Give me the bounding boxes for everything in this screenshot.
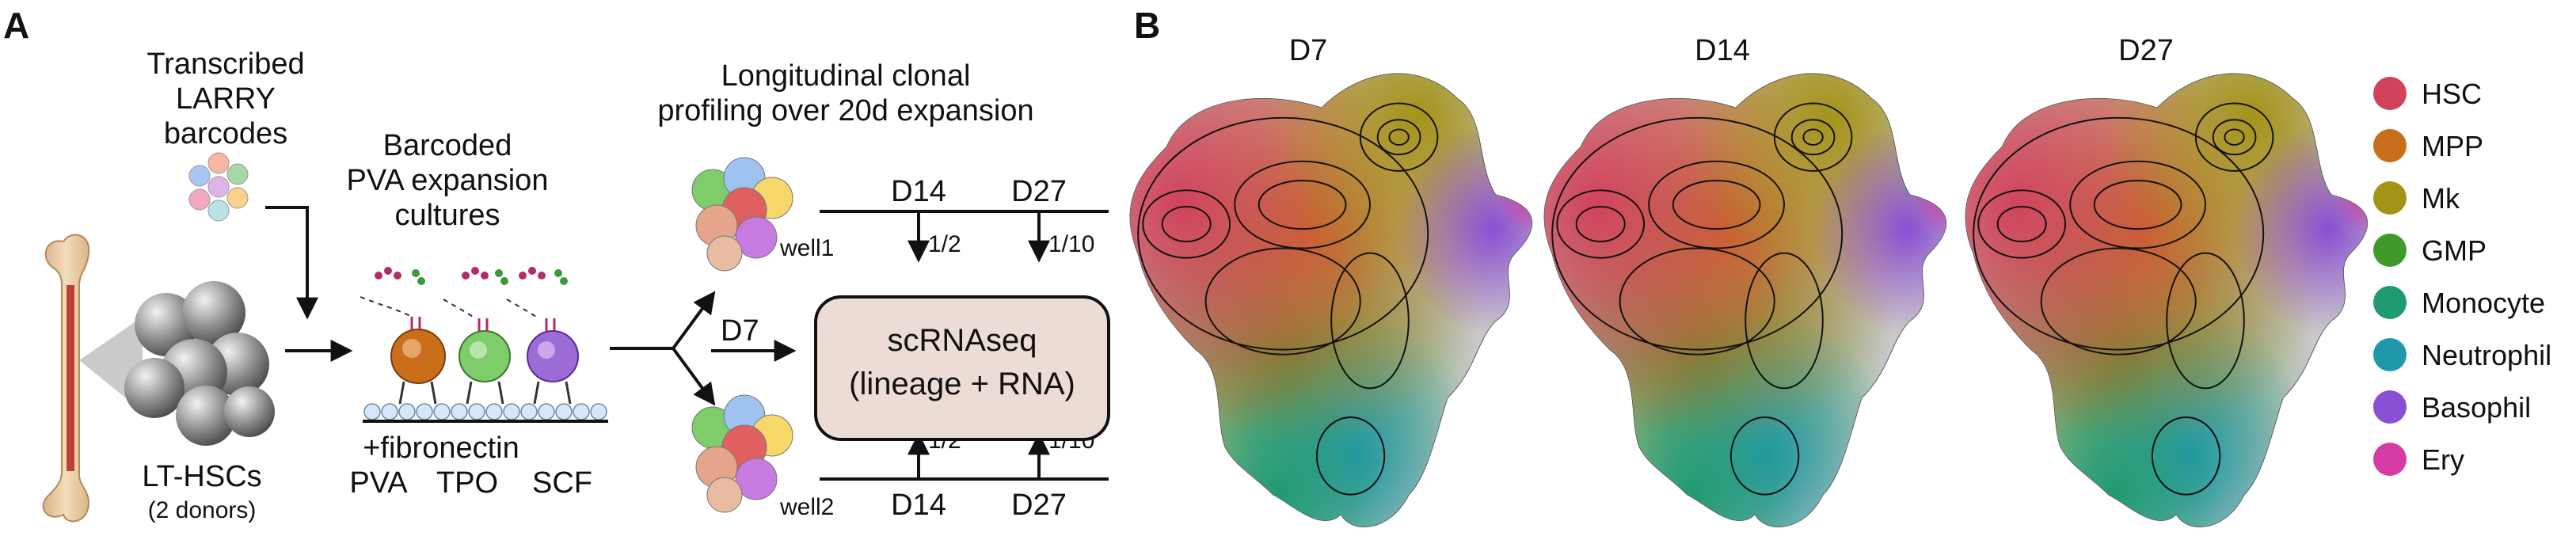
legend-label-mk: Mk <box>2422 182 2460 215</box>
fraction-tenth-top: 1/10 <box>1048 231 1094 257</box>
factor-pva: PVA <box>349 466 408 500</box>
scrnaseq-box <box>814 295 1110 441</box>
legend-swatch-monocyte <box>2373 286 2407 319</box>
legend-label-hsc: HSC <box>2422 78 2482 110</box>
legend-label-monocyte: Monocyte <box>2422 287 2545 319</box>
hsc-donors: (2 donors) <box>148 497 257 523</box>
well2-cluster-icon <box>691 394 793 513</box>
larry-title-line1: Transcribed <box>146 48 304 81</box>
umap-d7 <box>1119 60 1544 540</box>
pva-title-line1: Barcoded <box>383 129 512 162</box>
larry-arrow <box>265 206 318 320</box>
umap-d27 <box>1954 60 2380 540</box>
legend-label-neutrophil: Neutrophil <box>2422 339 2551 371</box>
longitudinal-title-line1: Longitudinal clonal <box>721 59 971 93</box>
fibronectin-label: +fibronectin <box>363 432 519 465</box>
legend-label-gmp: GMP <box>2422 234 2487 267</box>
legend-label-ery: Ery <box>2422 443 2464 476</box>
d14-top-label: D14 <box>891 175 946 208</box>
legend-swatch-mpp <box>2373 129 2407 162</box>
d27-top-label: D27 <box>1011 175 1067 208</box>
d7-label: D7 <box>721 314 759 348</box>
panel-label-b: B <box>1134 5 1160 46</box>
legend-label-basophil: Basophil <box>2422 391 2531 424</box>
scrnaseq-subtitle: (lineage + RNA) <box>849 367 1075 401</box>
larry-title-line2: LARRY <box>176 82 276 116</box>
legend-swatch-gmp <box>2373 234 2407 267</box>
d14-bottom-label: D14 <box>891 489 946 522</box>
pva-title-line3: cultures <box>394 199 500 232</box>
well1-cluster-icon <box>691 157 793 272</box>
well2-label: well2 <box>779 494 834 520</box>
culture-illustration <box>360 267 608 423</box>
larry-virus-cluster-icon <box>188 152 249 222</box>
longitudinal-title-line2: profiling over 20d expansion <box>657 94 1033 127</box>
hsc-label: LT-HSCs <box>142 460 261 493</box>
factor-scf: SCF <box>532 466 592 500</box>
legend-swatch-neutrophil <box>2373 338 2407 371</box>
umap-title-d14: D14 <box>1695 34 1750 67</box>
cell-type-legend: HSC MPP Mk GMP Monocyte Neutrophil Basophil Ery <box>2373 77 2551 476</box>
umap-title-d7: D7 <box>1289 34 1328 67</box>
top-sampling-lines <box>820 210 1109 263</box>
umap-d14 <box>1533 60 1958 540</box>
pva-title-line2: PVA expansion <box>347 164 549 197</box>
legend-swatch-ery <box>2373 443 2407 476</box>
legend-swatch-hsc <box>2373 77 2407 110</box>
legend-swatch-basophil <box>2373 390 2407 424</box>
d27-bottom-label: D27 <box>1011 489 1067 522</box>
factor-tpo: TPO <box>436 466 498 500</box>
larry-title-line3: barcodes <box>164 117 287 150</box>
umap-title-d27: D27 <box>2118 34 2174 67</box>
hsc-cluster-icon <box>124 281 275 446</box>
panel-label-a: A <box>3 5 29 46</box>
fraction-half-top: 1/2 <box>928 231 961 257</box>
split-arrows <box>610 291 716 406</box>
legend-swatch-mk <box>2373 181 2407 215</box>
femur-bone-icon <box>42 234 90 523</box>
well1-label: well1 <box>779 235 834 261</box>
legend-label-mpp: MPP <box>2422 130 2483 162</box>
scrnaseq-title: scRNAseq <box>888 323 1037 358</box>
bottom-sampling-lines <box>820 432 1109 481</box>
